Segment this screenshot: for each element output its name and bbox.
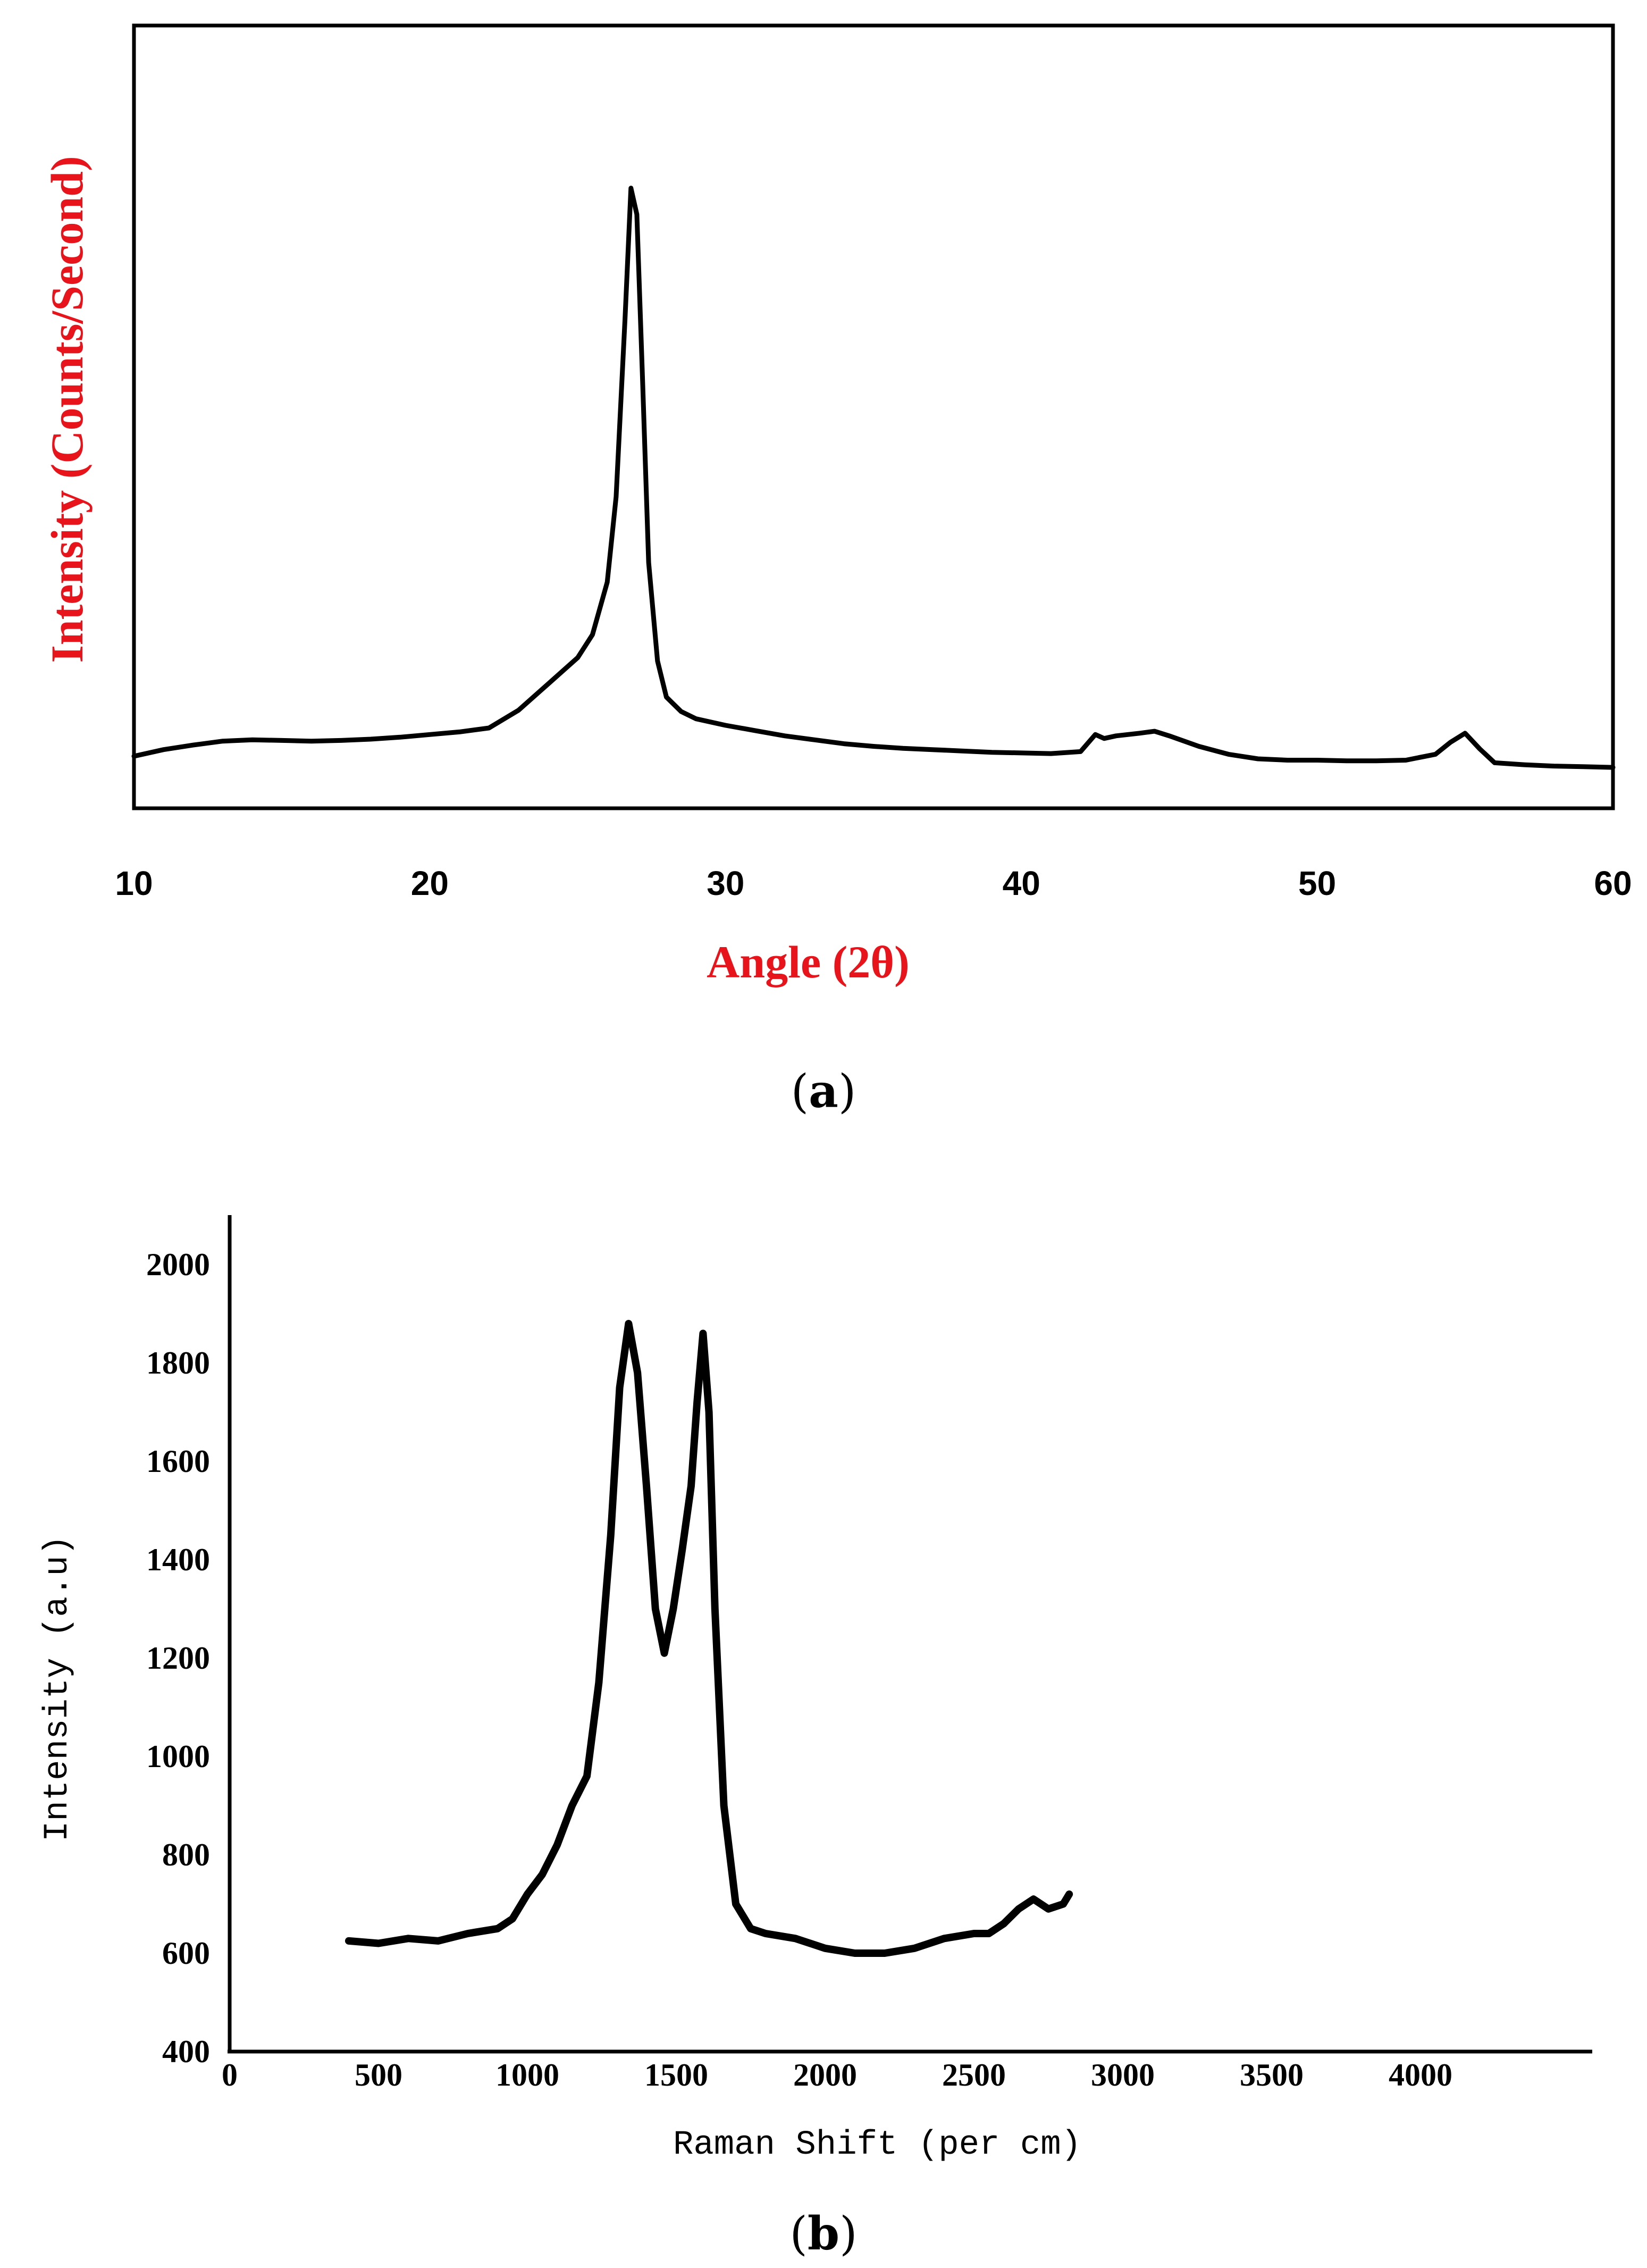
chart-a-x-tick-label: 10 [115,864,153,902]
chart-b-x-tick-label: 2000 [793,2057,857,2093]
chart-a: 10 20 30 40 50 60 Angle (2θ) Intensity (Count… [41,23,1632,1118]
chart-b-y-tick-label: 2000 [146,1247,210,1282]
chart-b-y-tick-label: 1200 [146,1641,210,1676]
panel-a-caption: (a) [791,1065,856,1118]
chart-b-y-tick-label: 800 [162,1837,210,1872]
chart-b-y-tick-label: 400 [162,2034,210,2069]
chart-a-x-tick-label: 40 [1003,864,1040,902]
panel-a-caption-letter: a [809,1065,838,1118]
chart-b: 0 500 1000 1500 2000 2500 3000 3500 4000 400 600 8… [39,1215,1592,2261]
chart-b-y-tick-label: 1800 [146,1345,210,1380]
chart-a-frame [132,23,1615,810]
chart-a-x-tick-label: 30 [707,864,744,902]
chart-b-x-tick-label: 4000 [1389,2057,1452,2093]
panel-b-caption: (b) [789,2207,857,2261]
chart-a-y-axis-label: Intensity (Counts/Second) [41,156,93,663]
chart-b-x-tick-label: 1000 [495,2057,559,2093]
chart-a-x-tick-labels: 10 20 30 40 50 60 [115,864,1632,902]
chart-b-x-tick-label: 3500 [1240,2057,1304,2093]
chart-b-y-tick-label: 1400 [146,1542,210,1577]
chart-b-x-tick-label: 500 [355,2057,402,2093]
chart-a-x-tick-label: 50 [1298,864,1336,902]
chart-b-y-tick-label: 600 [162,1936,210,1971]
chart-b-x-tick-label: 3000 [1091,2057,1155,2093]
chart-b-y-tick-label: 1000 [146,1739,210,1774]
chart-b-y-tick-labels: 400 600 800 1000 1200 1400 1600 1800 2000 [146,1247,210,2069]
chart-a-series-line [131,186,1616,770]
chart-b-x-axis-label: Raman Shift (per cm) [673,2126,1081,2164]
panel-b-caption-letter: b [808,2207,839,2261]
chart-b-y-tick-label: 1600 [146,1444,210,1479]
chart-b-x-tick-label: 0 [222,2057,238,2093]
chart-b-x-tick-label: 2500 [942,2057,1006,2093]
chart-a-x-tick-label: 60 [1594,864,1632,902]
chart-b-x-tick-labels: 0 500 1000 1500 2000 2500 3000 3500 4000 [222,2057,1452,2093]
chart-b-y-axis-label: Intensity (a.u) [39,1535,77,1842]
chart-b-series-line [345,1320,1073,1957]
chart-a-x-tick-label: 20 [411,864,449,902]
chart-b-x-tick-label: 1500 [644,2057,708,2093]
chart-a-x-axis-label: Angle (2θ) [707,936,910,987]
